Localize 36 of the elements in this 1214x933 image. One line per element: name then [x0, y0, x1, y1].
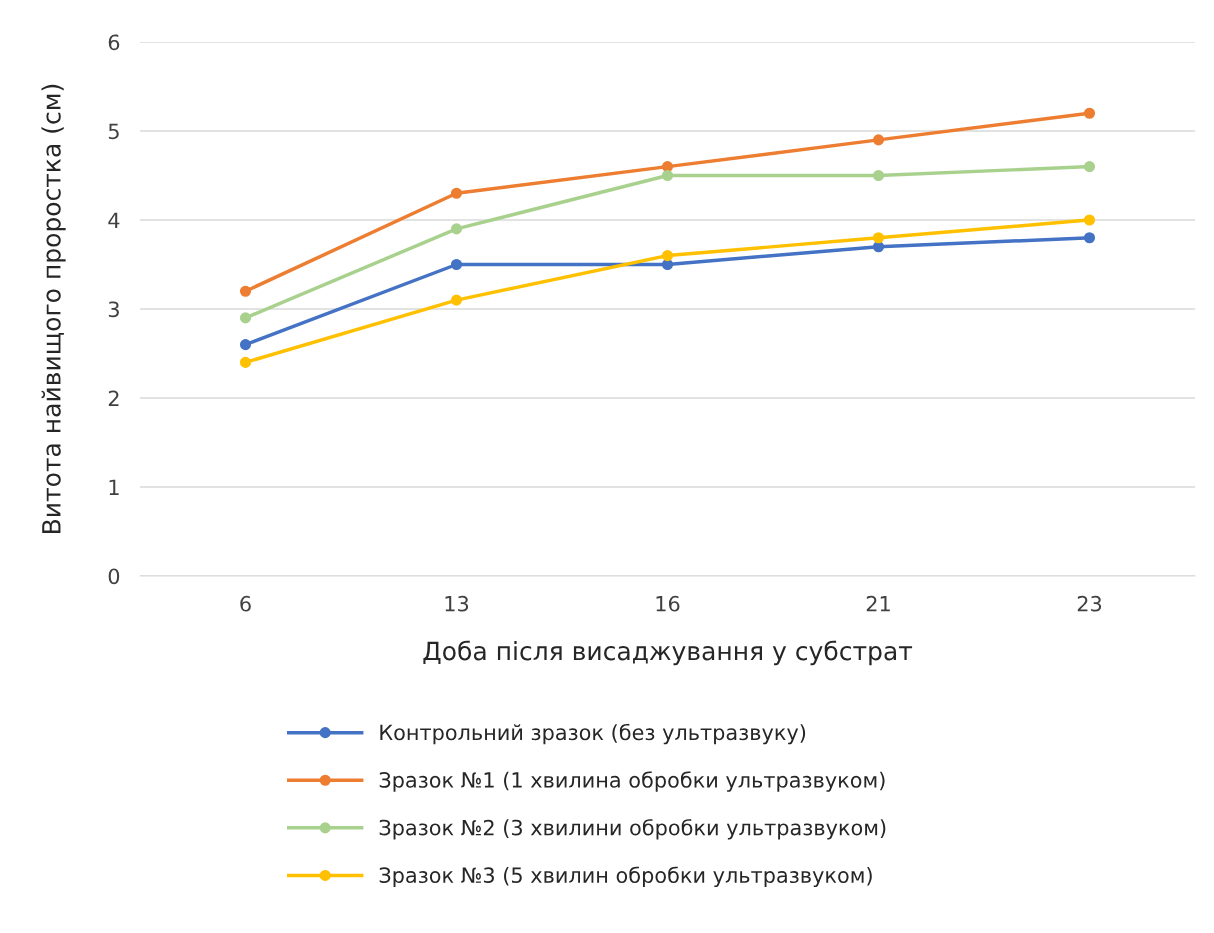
x-tick-label: 6 — [240, 595, 251, 612]
legend-label: Зразок №2 (3 хвилини обробки ультразвуком) — [379, 818, 886, 840]
x-tick-label: 13 — [445, 595, 469, 612]
legend-label: Зразок №3 (5 хвилин обробки ультразвуком) — [379, 866, 872, 888]
point — [239, 312, 252, 324]
point — [1083, 161, 1096, 173]
point — [239, 339, 252, 351]
y-tick-label: 5 — [108, 123, 119, 140]
y-tick-label: 0 — [108, 568, 120, 585]
point — [450, 187, 463, 199]
y-tick-label: 1 — [109, 479, 119, 495]
x-tick-label: 16 — [656, 595, 680, 612]
y-tick-label: 6 — [108, 34, 120, 51]
point — [239, 356, 252, 368]
point — [239, 285, 252, 297]
point — [450, 223, 463, 235]
point — [872, 134, 885, 146]
point — [872, 232, 885, 244]
point — [661, 250, 674, 262]
point — [661, 169, 674, 182]
legend-label: Зразок №1 (1 хвилина обробки ультразвуком) — [379, 771, 885, 792]
x-axis-title: Доба після висаджування у субстрат — [423, 640, 913, 666]
y-tick-label: 4 — [108, 212, 120, 228]
point — [872, 241, 885, 253]
y-axis-title: Витота найвищого проростка (см) — [41, 84, 66, 533]
x-tick-label: 21 — [866, 595, 890, 612]
x-tick-label: 23 — [1077, 595, 1102, 612]
y-tick-label: 2 — [108, 390, 119, 406]
point — [450, 294, 463, 306]
legend-label: Контрольний зразок (без ультразвуку) — [380, 723, 806, 745]
point — [872, 169, 885, 182]
point — [1083, 107, 1096, 119]
point — [1083, 214, 1096, 226]
point — [1083, 232, 1096, 244]
y-tick-label: 3 — [108, 301, 119, 318]
point — [450, 258, 463, 271]
